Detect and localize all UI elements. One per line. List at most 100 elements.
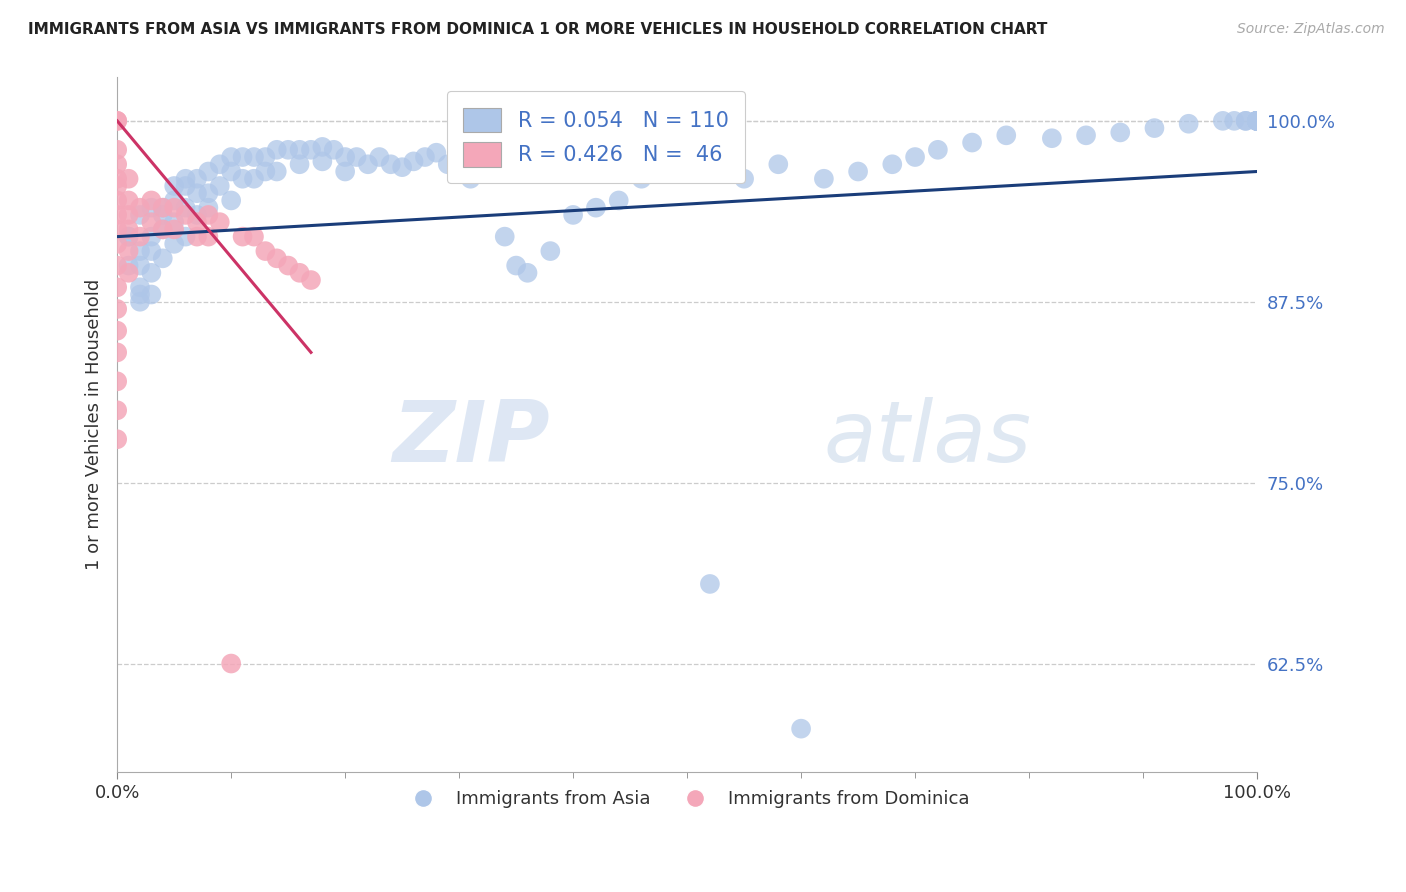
Point bbox=[277, 259, 299, 273]
Point bbox=[322, 143, 344, 157]
Point bbox=[254, 150, 277, 164]
Point bbox=[368, 150, 391, 164]
Point bbox=[333, 150, 356, 164]
Point bbox=[163, 236, 186, 251]
Point bbox=[129, 201, 152, 215]
Point bbox=[1234, 113, 1257, 128]
Point bbox=[460, 171, 482, 186]
Point bbox=[505, 259, 527, 273]
Point bbox=[232, 171, 254, 186]
Point bbox=[141, 229, 163, 244]
Text: ZIP: ZIP bbox=[392, 397, 550, 480]
Point bbox=[449, 160, 471, 174]
Point bbox=[288, 157, 311, 171]
Point bbox=[1074, 128, 1097, 143]
Point bbox=[1246, 113, 1268, 128]
Point bbox=[105, 113, 128, 128]
Point bbox=[152, 201, 174, 215]
Text: Source: ZipAtlas.com: Source: ZipAtlas.com bbox=[1237, 22, 1385, 37]
Point bbox=[219, 657, 242, 671]
Point bbox=[1246, 113, 1268, 128]
Point bbox=[1246, 113, 1268, 128]
Point bbox=[243, 150, 266, 164]
Point bbox=[243, 171, 266, 186]
Point bbox=[652, 164, 675, 178]
Point bbox=[1246, 113, 1268, 128]
Point bbox=[174, 208, 197, 222]
Point bbox=[1212, 113, 1234, 128]
Point bbox=[117, 208, 139, 222]
Point bbox=[1143, 121, 1166, 136]
Point bbox=[197, 186, 219, 201]
Point bbox=[197, 208, 219, 222]
Point bbox=[299, 143, 322, 157]
Point bbox=[152, 208, 174, 222]
Point bbox=[105, 280, 128, 294]
Point bbox=[436, 157, 458, 171]
Point bbox=[846, 164, 869, 178]
Point bbox=[152, 222, 174, 236]
Point bbox=[129, 208, 152, 222]
Legend: Immigrants from Asia, Immigrants from Dominica: Immigrants from Asia, Immigrants from Do… bbox=[398, 782, 976, 815]
Point bbox=[1246, 113, 1268, 128]
Point bbox=[346, 150, 368, 164]
Point bbox=[1246, 113, 1268, 128]
Point bbox=[174, 229, 197, 244]
Point bbox=[311, 140, 333, 154]
Point bbox=[197, 164, 219, 178]
Point bbox=[254, 244, 277, 259]
Point bbox=[105, 113, 128, 128]
Point bbox=[186, 208, 208, 222]
Point bbox=[995, 128, 1018, 143]
Point bbox=[232, 229, 254, 244]
Point bbox=[562, 208, 585, 222]
Point bbox=[768, 157, 790, 171]
Point bbox=[266, 164, 288, 178]
Point bbox=[482, 164, 505, 178]
Point bbox=[117, 229, 139, 244]
Point bbox=[1246, 113, 1268, 128]
Point bbox=[402, 154, 425, 169]
Point bbox=[105, 171, 128, 186]
Point bbox=[904, 150, 927, 164]
Point bbox=[105, 208, 128, 222]
Point bbox=[1246, 113, 1268, 128]
Point bbox=[219, 164, 242, 178]
Point bbox=[117, 259, 139, 273]
Point bbox=[117, 266, 139, 280]
Point bbox=[105, 403, 128, 417]
Point bbox=[105, 157, 128, 171]
Point bbox=[1246, 113, 1268, 128]
Point bbox=[927, 143, 949, 157]
Point bbox=[380, 157, 402, 171]
Point bbox=[607, 194, 630, 208]
Point bbox=[516, 266, 538, 280]
Point bbox=[333, 164, 356, 178]
Point bbox=[494, 229, 516, 244]
Point bbox=[186, 215, 208, 229]
Point bbox=[1246, 113, 1268, 128]
Point bbox=[105, 375, 128, 389]
Text: IMMIGRANTS FROM ASIA VS IMMIGRANTS FROM DOMINICA 1 OR MORE VEHICLES IN HOUSEHOLD: IMMIGRANTS FROM ASIA VS IMMIGRANTS FROM … bbox=[28, 22, 1047, 37]
Point bbox=[585, 201, 607, 215]
Point bbox=[152, 252, 174, 266]
Point bbox=[129, 229, 152, 244]
Point bbox=[186, 229, 208, 244]
Point bbox=[129, 287, 152, 301]
Point bbox=[266, 252, 288, 266]
Point bbox=[117, 171, 139, 186]
Point bbox=[163, 194, 186, 208]
Point bbox=[163, 215, 186, 229]
Point bbox=[141, 201, 163, 215]
Point bbox=[141, 215, 163, 229]
Point bbox=[266, 143, 288, 157]
Point bbox=[117, 194, 139, 208]
Point bbox=[699, 577, 721, 591]
Point bbox=[630, 171, 652, 186]
Point bbox=[163, 222, 186, 236]
Point bbox=[1246, 113, 1268, 128]
Point bbox=[1109, 125, 1132, 139]
Point bbox=[232, 150, 254, 164]
Y-axis label: 1 or more Vehicles in Household: 1 or more Vehicles in Household bbox=[86, 279, 103, 570]
Point bbox=[129, 280, 152, 294]
